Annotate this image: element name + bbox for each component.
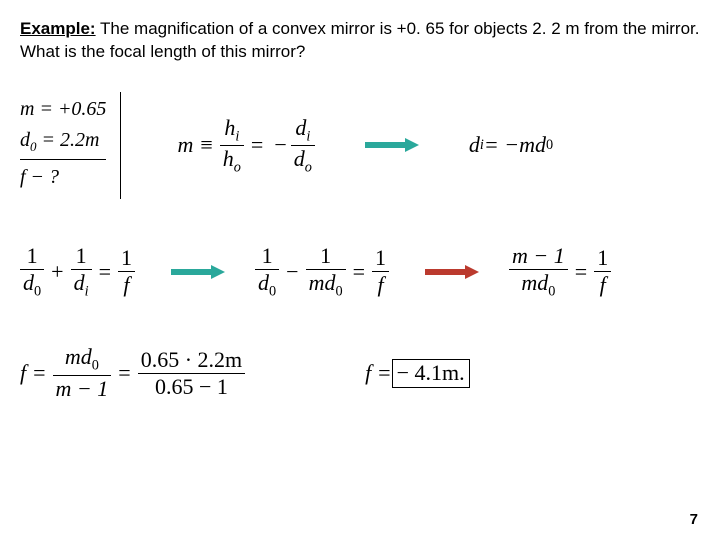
example-label: Example: (20, 19, 96, 38)
arrow-2 (165, 265, 231, 279)
given-block: m = +0.65 d0 = 2.2m f − ? (20, 92, 121, 199)
row-1: m = +0.65 d0 = 2.2m f − ? m ≡ hi ho = − … (20, 92, 700, 199)
page-number: 7 (690, 511, 698, 528)
di-result: di = −md0 (469, 132, 553, 158)
given-d0-sym: d (20, 129, 30, 151)
row-3: f = md0 m − 1 = 0.65 · 2.2m 0.65 − 1 f =… (20, 344, 700, 401)
mirror-eq-sub: 1 d0 − 1 md0 = 1 f (255, 243, 389, 300)
given-m: m = +0.65 (20, 98, 106, 120)
problem-statement: Example: The magnification of a convex m… (20, 18, 700, 64)
magnification-def: m ≡ hi ho = − di do (177, 115, 314, 177)
mirror-eq-simplified: m − 1 md0 = 1 f (509, 243, 611, 300)
given-f: f − ? (20, 166, 59, 188)
focal-length-expr: f = md0 m − 1 = 0.65 · 2.2m 0.65 − 1 (20, 344, 245, 401)
arrow-1 (359, 138, 425, 152)
row-2: 1 d0 + 1 di = 1 f 1 d0 − 1 (20, 243, 700, 300)
problem-text: The magnification of a convex mirror is … (20, 19, 700, 61)
arrow-3 (419, 265, 485, 279)
final-answer: f = − 4.1m. (365, 359, 470, 388)
answer-box: − 4.1m. (392, 359, 470, 388)
mirror-eq: 1 d0 + 1 di = 1 f (20, 243, 135, 300)
